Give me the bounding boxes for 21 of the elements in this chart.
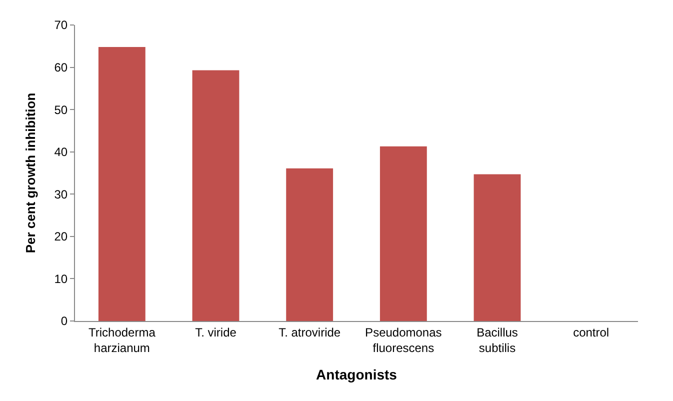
x-tick-label: T. atroviride bbox=[278, 325, 341, 340]
x-tick-label: Trichoderma harzianum bbox=[88, 325, 156, 355]
bar bbox=[380, 146, 427, 321]
bar bbox=[474, 174, 521, 321]
y-tick-label: 0 bbox=[60, 314, 68, 328]
y-tick-label: 60 bbox=[54, 60, 68, 74]
x-axis-title: Antagonists bbox=[316, 366, 398, 382]
y-tick-label: 70 bbox=[54, 18, 68, 32]
y-tick-label: 20 bbox=[54, 230, 68, 244]
y-tick-label: 10 bbox=[54, 272, 68, 286]
x-tick-label: control bbox=[573, 325, 610, 340]
y-axis-title: Per cent growth inhibition bbox=[23, 92, 38, 254]
y-tick-label: 50 bbox=[54, 102, 68, 117]
bar bbox=[98, 46, 146, 321]
bar bbox=[192, 70, 240, 321]
x-tick-label: Bacillus subtilis bbox=[476, 325, 518, 355]
bar bbox=[286, 168, 334, 321]
y-tick-label: 30 bbox=[54, 187, 68, 202]
x-tick-label: T. viride bbox=[195, 325, 237, 340]
x-tick-label: Pseudomonas fluorescens bbox=[365, 325, 442, 355]
y-tick-label: 40 bbox=[54, 145, 68, 160]
